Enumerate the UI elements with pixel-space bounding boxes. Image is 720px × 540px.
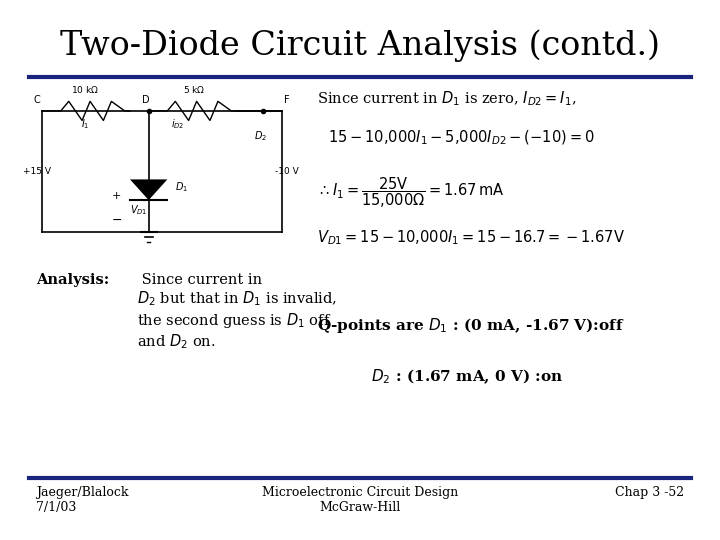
- Text: $V_{D1}=15-10{,}000I_1=15-16.7=-1.67\mathrm{V}$: $V_{D1}=15-10{,}000I_1=15-16.7=-1.67\mat…: [317, 228, 625, 247]
- Text: $D_2$ : (1.67 mA, 0 V) :on: $D_2$ : (1.67 mA, 0 V) :on: [371, 367, 563, 386]
- Text: D: D: [143, 94, 150, 105]
- Text: $-$: $-$: [111, 212, 122, 225]
- Polygon shape: [130, 179, 167, 200]
- Text: 5 k$\Omega$: 5 k$\Omega$: [183, 84, 205, 95]
- Text: Microelectronic Circuit Design
McGraw-Hill: Microelectronic Circuit Design McGraw-Hi…: [262, 486, 458, 514]
- Text: -10 V: -10 V: [275, 167, 299, 176]
- Text: $\therefore I_1 = \dfrac{25\mathrm{V}}{15{,}000\Omega} = 1.67\,\mathrm{mA}$: $\therefore I_1 = \dfrac{25\mathrm{V}}{1…: [317, 176, 504, 210]
- Text: Since current in
$D_2$ but that in $D_1$ is invalid,
the second guess is $D_1$ o: Since current in $D_2$ but that in $D_1$…: [137, 273, 337, 352]
- Text: $15-10{,}000I_1-5{,}000I_{D2}-(-10)=0$: $15-10{,}000I_1-5{,}000I_{D2}-(-10)=0$: [328, 129, 594, 147]
- Text: Analysis:: Analysis:: [36, 273, 109, 287]
- Text: $I_1$: $I_1$: [81, 117, 89, 131]
- Text: C: C: [33, 94, 40, 105]
- Text: $V_{D1}$: $V_{D1}$: [130, 203, 148, 217]
- Text: 10 k$\Omega$: 10 k$\Omega$: [71, 84, 99, 95]
- Text: Since current in $D_1$ is zero, $I_{D2} = I_1$,: Since current in $D_1$ is zero, $I_{D2} …: [317, 89, 576, 108]
- Text: $D_1$: $D_1$: [176, 180, 189, 194]
- Text: +15 V: +15 V: [23, 167, 51, 176]
- Text: F: F: [284, 94, 290, 105]
- Text: +: +: [112, 191, 122, 200]
- Text: $i_{D2}$: $i_{D2}$: [171, 117, 185, 131]
- Text: Jaeger/Blalock
7/1/03: Jaeger/Blalock 7/1/03: [36, 486, 128, 514]
- Text: Two-Diode Circuit Analysis (contd.): Two-Diode Circuit Analysis (contd.): [60, 30, 660, 62]
- Text: $D_2$: $D_2$: [254, 130, 267, 144]
- Text: Chap 3 -52: Chap 3 -52: [615, 486, 684, 499]
- Text: Q-points are $D_1$ : (0 mA, -1.67 V):off: Q-points are $D_1$ : (0 mA, -1.67 V):off: [317, 316, 624, 335]
